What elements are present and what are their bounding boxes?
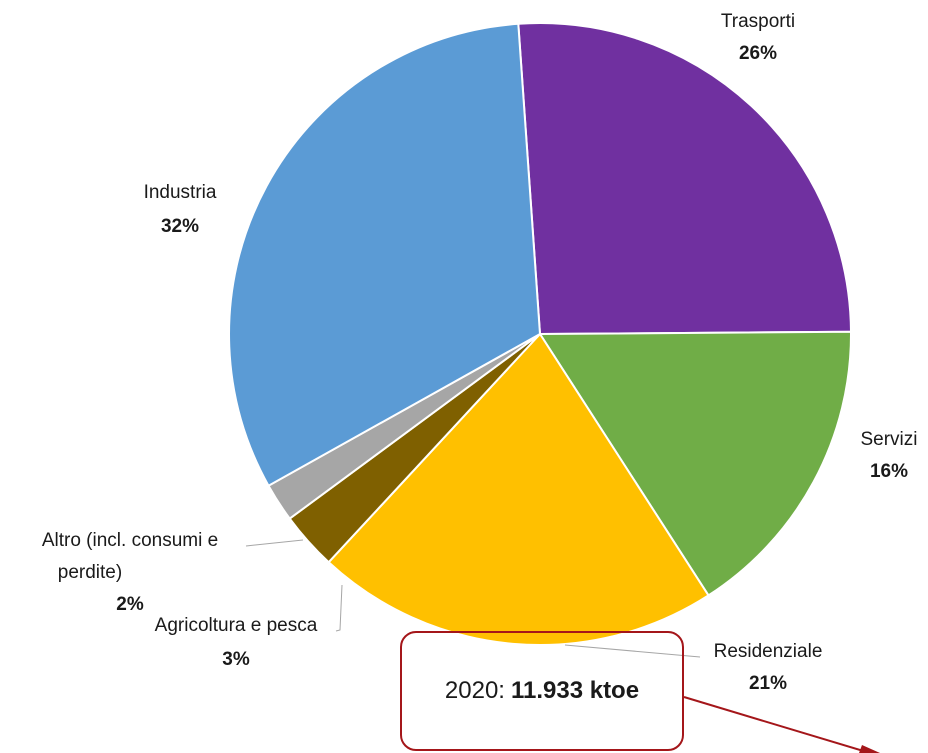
pie-slice-residenziale (327, 332, 710, 646)
slice-name-label: Servizi (860, 429, 917, 450)
leader-line (564, 644, 701, 658)
total-year: 2020: (444, 677, 505, 704)
slice-percent-label: 21% (749, 673, 787, 694)
total-annotation-box: 2020: 11.933 ktoe (400, 631, 684, 751)
pie-slice-trasporti (517, 22, 853, 336)
slice-name-label: Industria (144, 182, 217, 203)
pie-slices (228, 22, 853, 646)
total-value: 11.933 ktoe (510, 677, 640, 704)
slice-labels: Trasporti 26% Servizi 16% Residenziale 21% Agr… (42, 11, 918, 694)
slice-percent-label: 2% (116, 594, 144, 615)
slice-name-label: Altro (incl. consumi e perdite) (42, 530, 218, 583)
slice-name-label: Trasporti (721, 11, 795, 32)
annotation-arrowhead (859, 745, 880, 753)
slice-percent-label: 26% (739, 43, 777, 64)
leader-line (245, 539, 304, 547)
annotation-arrow (683, 696, 871, 753)
slice-percent-label: 16% (870, 461, 908, 482)
leader-line (335, 584, 343, 632)
pie-slice-industria (228, 22, 542, 488)
pie-slice-servizi (538, 330, 853, 597)
slice-percent-label: 3% (222, 649, 250, 670)
slice-name-label: Agricoltura e pesca (155, 615, 318, 636)
slice-name-label: Residenziale (714, 641, 823, 662)
slice-percent-label: 32% (161, 216, 199, 237)
leader-lines (245, 539, 701, 658)
